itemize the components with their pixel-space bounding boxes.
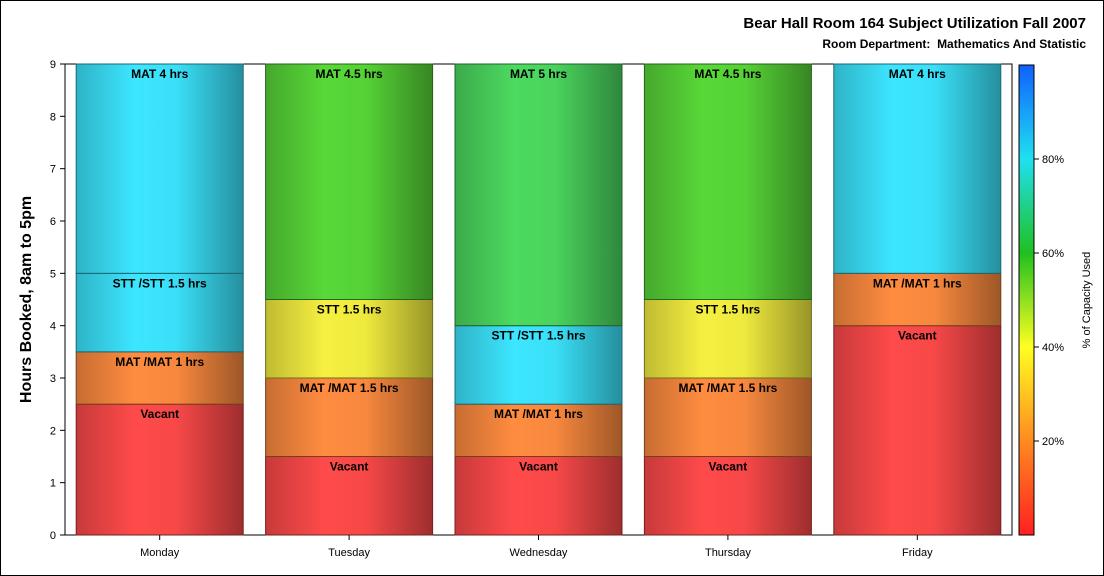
bar-segment-label: STT /STT 1.5 hrs [113, 276, 207, 290]
y-tick-label: 2 [50, 425, 56, 437]
colorbar-tick-label: 80% [1042, 154, 1064, 166]
bar-segment-label: Vacant [330, 460, 369, 474]
bar-segment-label: MAT /MAT 1 hrs [494, 407, 583, 421]
bar-segment-label: MAT /MAT 1.5 hrs [678, 381, 777, 395]
bar-segment [454, 403, 623, 457]
x-tick-label: Thursday [705, 547, 751, 559]
bar-segment-label: MAT 4.5 hrs [316, 67, 383, 81]
y-axis-label: Hours Booked, 8am to 5pm [18, 196, 35, 403]
bar-segment [454, 325, 623, 405]
bar-segment [833, 325, 1002, 536]
bar-segment-label: STT 1.5 hrs [317, 303, 382, 317]
y-tick-label: 3 [50, 373, 56, 385]
bar-segment-label: MAT /MAT 1 hrs [115, 355, 204, 369]
bar-segment-label: MAT /MAT 1.5 hrs [300, 381, 399, 395]
chart-title: Bear Hall Room 164 Subject Utilization F… [743, 15, 1086, 32]
chart-subtitle: Room Department: Mathematics And Statist… [822, 37, 1086, 51]
x-tick-label: Friday [902, 547, 933, 559]
bar-segment-label: Vacant [140, 407, 179, 421]
x-tick-label: Tuesday [328, 547, 370, 559]
colorbar [1018, 64, 1035, 536]
bar-segment-label: MAT 4 hrs [131, 67, 188, 81]
colorbar-tick-label: 20% [1042, 436, 1064, 448]
bar-segment-label: Vacant [709, 460, 748, 474]
bar-segment [454, 63, 623, 327]
x-tick-label: Monday [140, 547, 180, 559]
colorbar-tick-label: 40% [1042, 342, 1064, 354]
bar-segment [75, 272, 244, 353]
y-tick-label: 0 [50, 530, 56, 542]
bar-segment [265, 299, 434, 379]
bar-segment [265, 63, 434, 300]
y-tick-label: 4 [50, 321, 56, 333]
bar-segment [265, 377, 434, 457]
bar-segment [75, 403, 244, 536]
bar-segment [833, 272, 1002, 327]
x-tick-label: Wednesday [510, 547, 568, 559]
y-tick-label: 9 [50, 59, 56, 71]
bar-segment-label: Vacant [519, 460, 558, 474]
y-tick-label: 7 [50, 164, 56, 176]
bar-segment [833, 63, 1002, 274]
bar-segment-label: STT 1.5 hrs [696, 303, 761, 317]
bar-segment [454, 456, 623, 536]
bar-segment [643, 299, 812, 379]
bar-segment-label: MAT /MAT 1 hrs [873, 276, 962, 290]
y-tick-label: 6 [50, 216, 56, 228]
bar-segment [643, 63, 812, 300]
y-tick-label: 8 [50, 111, 56, 123]
bar-segment [75, 351, 244, 405]
bar-segment [265, 456, 434, 536]
bar-segment-label: Vacant [898, 329, 937, 343]
bar-segment-label: MAT 5 hrs [510, 67, 567, 81]
bar-segment [643, 377, 812, 457]
bar-segment-label: STT /STT 1.5 hrs [491, 329, 585, 343]
colorbar-label: % of Capacity Used [1081, 252, 1093, 349]
bar-segment-label: MAT 4.5 hrs [694, 67, 761, 81]
bar-segment [643, 456, 812, 536]
bar-segment-label: MAT 4 hrs [889, 67, 946, 81]
colorbar-tick-label: 60% [1042, 248, 1064, 260]
y-tick-label: 1 [50, 478, 56, 490]
bar-segment [75, 63, 244, 274]
y-tick-label: 5 [50, 268, 56, 280]
